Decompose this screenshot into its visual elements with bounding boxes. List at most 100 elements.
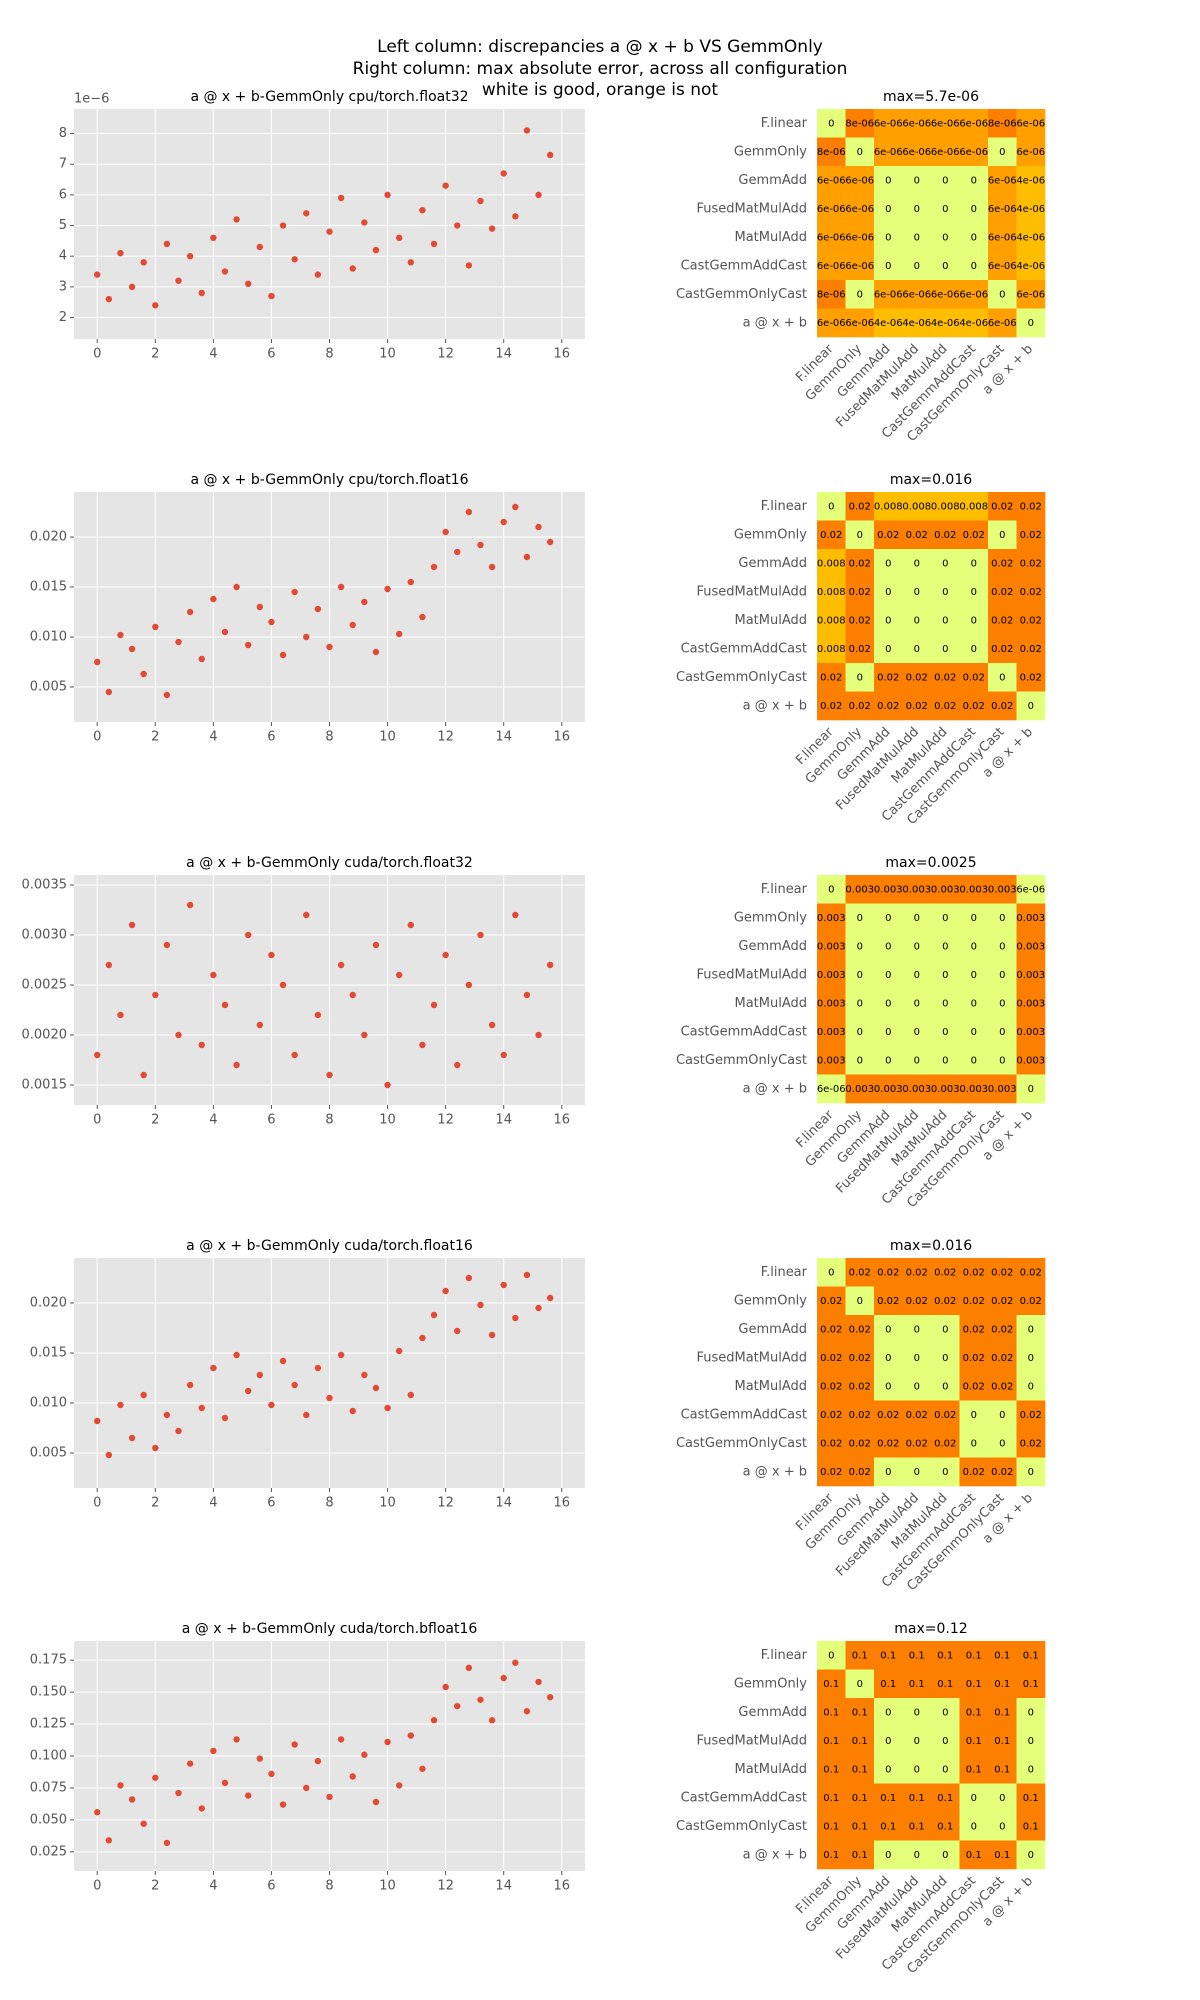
cell: [902, 903, 932, 933]
cell-label: 0: [914, 204, 920, 215]
cell-label: 0.02: [991, 1267, 1013, 1278]
cell: [902, 1812, 932, 1841]
cell-label: 0: [828, 118, 834, 129]
cell-label: 0.02: [934, 1296, 956, 1307]
cell: [931, 1429, 960, 1458]
cell: [817, 1074, 846, 1104]
cell-label: 0.1: [823, 1707, 839, 1718]
cell-label: 0.02: [849, 558, 871, 569]
cell: [959, 1812, 989, 1841]
point: [279, 222, 287, 229]
cell-label: 4e-06: [959, 318, 988, 329]
point: [233, 1351, 240, 1359]
cell: [845, 280, 875, 309]
cell: [988, 989, 1017, 1018]
cell-label: 0.1: [880, 1650, 896, 1661]
cell-label: 0.1: [823, 1679, 839, 1690]
cell-label: 0.1: [994, 1650, 1010, 1661]
cell-label: 0.003: [988, 884, 1017, 895]
point: [198, 655, 205, 663]
cell-label: 0.008: [817, 615, 846, 626]
cell: [931, 137, 960, 167]
point: [546, 151, 554, 159]
y-tick-label: 7: [59, 157, 67, 172]
cell: [817, 492, 846, 521]
cell-label: 0: [971, 1793, 977, 1804]
point: [105, 1837, 113, 1844]
cell: [988, 1400, 1017, 1430]
point: [186, 1760, 194, 1767]
cell: [931, 663, 960, 692]
x-tick-label: 0: [93, 1496, 101, 1511]
x-tick-label: 8: [325, 347, 333, 362]
cell: [1016, 549, 1046, 578]
cell-label: 0: [999, 1793, 1005, 1804]
point: [210, 595, 217, 603]
cell-label: 0: [914, 1353, 920, 1364]
point: [303, 911, 310, 919]
point: [395, 971, 403, 979]
cell: [845, 251, 875, 281]
point: [372, 941, 380, 949]
y-tick-label: 5: [59, 218, 67, 233]
cell-label: 0.02: [1020, 1410, 1042, 1421]
row-label: GemmOnly: [734, 1676, 807, 1691]
point: [163, 1411, 171, 1419]
point: [256, 603, 264, 611]
row-label: CastGemmOnlyCast: [676, 287, 807, 302]
y-tick-label: 0.020: [30, 1296, 67, 1311]
cell-label: 0: [942, 615, 948, 626]
cell-label: 0.02: [991, 701, 1013, 712]
point: [337, 1351, 345, 1359]
cell-label: 0.003: [817, 970, 846, 981]
cell: [874, 663, 903, 692]
cell-label: 0: [942, 1381, 948, 1392]
cell-label: 0: [885, 1850, 891, 1861]
cell: [817, 1286, 846, 1316]
x-tick-label: 4: [209, 1113, 217, 1128]
row-label: FusedMatMulAdd: [696, 201, 807, 216]
cell-label: 0: [942, 998, 948, 1009]
cell: [959, 1755, 989, 1784]
cell-label: 0: [942, 1353, 948, 1364]
cell: [874, 1017, 903, 1047]
point: [395, 1782, 403, 1789]
cell: [931, 280, 960, 309]
cell-label: 0: [885, 175, 891, 186]
row-label: FusedMatMulAdd: [696, 1350, 807, 1365]
cell: [817, 989, 846, 1018]
point: [303, 1784, 310, 1792]
cell-label: 6e-06: [817, 261, 846, 272]
cell: [959, 960, 989, 990]
row-label: MatMulAdd: [734, 230, 807, 245]
point: [488, 1021, 496, 1029]
cell: [931, 903, 960, 933]
point: [175, 638, 182, 646]
cell: [959, 1457, 989, 1487]
y-tick-label: 0.020: [30, 530, 67, 545]
cell: [845, 137, 875, 167]
cell: [931, 109, 960, 138]
point: [384, 1081, 391, 1089]
chart-title: max=0.0025: [885, 855, 976, 871]
cell: [959, 109, 989, 138]
cell-label: 0: [914, 998, 920, 1009]
cell-label: 0.02: [963, 1381, 985, 1392]
cell-label: 0.1: [937, 1650, 953, 1661]
cell: [931, 1315, 960, 1344]
cell-label: 0: [857, 1055, 863, 1066]
cell-label: 0.02: [877, 530, 899, 541]
cell-label: 0: [971, 913, 977, 924]
cell-label: 0.003: [817, 1055, 846, 1066]
point: [419, 613, 426, 621]
cell: [874, 691, 903, 721]
cell: [959, 1669, 989, 1699]
cell-label: 0: [857, 970, 863, 981]
cell: [1016, 960, 1046, 990]
y-tick-label: 2: [59, 310, 67, 325]
cell-label: 0: [971, 941, 977, 952]
cell: [959, 932, 989, 961]
cell: [1016, 577, 1046, 607]
cell-label: 8e-06: [817, 289, 846, 300]
point: [500, 1674, 507, 1682]
